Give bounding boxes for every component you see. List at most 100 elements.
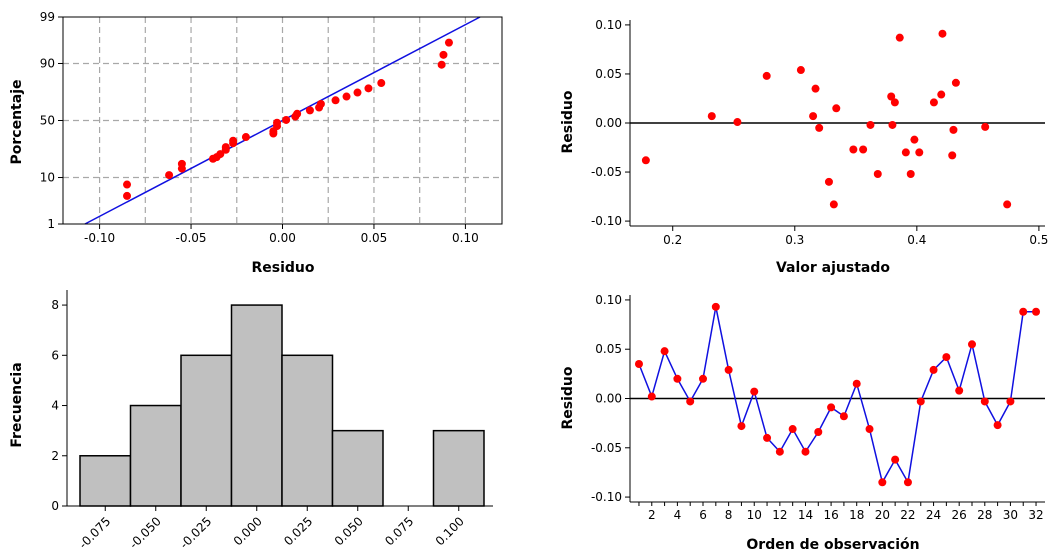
residuals-vs-order-point: [929, 365, 938, 374]
residuals-vs-fits-point: [809, 112, 818, 121]
residuals-vs-order-x-tick-label: 32: [1028, 508, 1043, 522]
residuals-vs-fits-point: [938, 29, 947, 38]
residuals-vs-fits-point: [890, 98, 899, 107]
probability-plot-x-tick-label: -0.05: [176, 231, 207, 245]
residuals-vs-fits-point: [829, 200, 838, 209]
residuals-vs-fits-x-tick-label: 0.5: [1029, 233, 1048, 247]
histogram-bar: [79, 455, 132, 507]
residuals-vs-order-x-tick-label: 16: [823, 508, 838, 522]
probability-plot-point: [353, 88, 362, 97]
residuals-vs-order-y-tick-label: 0.05: [595, 342, 622, 356]
residuals-vs-fits-point: [849, 145, 858, 154]
residuals-vs-order-point: [814, 428, 823, 437]
residuals-vs-order-x-tick-label: 28: [977, 508, 992, 522]
residuals-vs-order-point: [699, 374, 708, 383]
probability-plot-y-tick-label: 99: [40, 10, 55, 24]
residuals-vs-fits-point: [815, 123, 824, 132]
histogram-x-tick-label: 0.050: [332, 514, 366, 548]
residuals-vs-fits-point: [906, 170, 915, 179]
residuals-vs-fits-point: [641, 156, 650, 165]
residuals-vs-order-y-title: Residuo: [560, 366, 576, 429]
residuals-vs-order-y-tick-label: 0.00: [595, 392, 622, 406]
probability-plot-point: [331, 96, 340, 105]
probability-plot-x-tick-label: -0.10: [84, 231, 115, 245]
residuals-vs-order-x-tick-label: 26: [952, 508, 967, 522]
probability-plot-x-axis: -0.10 -0.05 0.00 0.05 0.10: [84, 224, 479, 245]
probability-plot-point: [305, 106, 314, 115]
histogram-bar: [331, 429, 384, 507]
histogram-x-tick-label: 0.025: [281, 514, 315, 548]
residuals-vs-fits-point: [707, 112, 716, 121]
probability-plot-point: [165, 171, 174, 180]
residuals-vs-fits-point: [949, 125, 958, 134]
residuals-vs-fits-point: [859, 145, 868, 154]
residuals-vs-order-point: [878, 478, 887, 487]
residuals-vs-order-points: [634, 302, 1041, 487]
probability-plot-x-tick-label: 0.00: [269, 231, 296, 245]
residuals-vs-fits-point: [873, 170, 882, 179]
histogram-x-tick-label: -0.050: [127, 514, 164, 551]
residuals-vs-order-point: [647, 392, 656, 401]
residuals-vs-order-x-tick-label: 4: [674, 508, 682, 522]
residuals-vs-order-y-tick-label: -0.05: [591, 441, 622, 455]
residuals-vs-order-point: [865, 425, 874, 434]
residuals-vs-order-point: [660, 347, 669, 356]
residuals-vs-fits-point: [733, 118, 742, 127]
probability-plot-point: [342, 92, 351, 101]
residuals-vs-order-point: [852, 379, 861, 388]
residuals-vs-fits-y-tick-label: -0.05: [591, 165, 622, 179]
histogram-x-tick-label: -0.025: [177, 514, 214, 551]
probability-plot-y-tick-label: 1: [47, 217, 55, 231]
residuals-vs-fits-point: [824, 177, 833, 186]
residuals-vs-order-point: [1019, 307, 1028, 316]
histogram-panel: -0.075 -0.050 -0.025 0.000 0.025 0.050 0.075 0.…: [9, 290, 493, 551]
residuals-vs-order-x-tick-label: 18: [849, 508, 864, 522]
residuals-vs-fits-panel: 0.2 0.3 0.4 0.5 -0.10 -0.05 0.00 0.05 0.10 Valo…: [560, 18, 1048, 276]
residuals-vs-order-point: [673, 374, 682, 383]
probability-plot-y-tick-label: 10: [40, 171, 55, 185]
residuals-vs-order-point: [788, 425, 797, 434]
residuals-vs-order-point: [839, 412, 848, 421]
probability-plot-point: [273, 118, 282, 127]
probability-plot-x-tick-label: 0.10: [452, 231, 479, 245]
residuals-vs-fits-y-tick-label: -0.10: [591, 214, 622, 228]
residuals-vs-order-point: [801, 447, 810, 456]
residuals-vs-order-point: [955, 386, 964, 395]
histogram-y-tick-label: 4: [51, 399, 59, 413]
residuals-vs-fits-x-axis: 0.2 0.3 0.4 0.5: [663, 226, 1048, 247]
probability-plot-point: [241, 133, 250, 142]
probability-plot-point: [437, 60, 446, 69]
residuals-vs-fits-point: [937, 90, 946, 99]
residuals-vs-order-point: [750, 387, 759, 396]
residuals-vs-order-x-tick-label: 6: [699, 508, 707, 522]
residuals-vs-order-x-tick-label: 22: [900, 508, 915, 522]
probability-plot-point: [293, 109, 302, 118]
residuals-vs-order-x-tick-label: 12: [772, 508, 787, 522]
residuals-vs-order-x-tick-label: 2: [648, 508, 656, 522]
probability-plot-point: [229, 136, 238, 145]
residuals-vs-order-point: [686, 397, 695, 406]
residuals-vs-order-point: [634, 360, 643, 368]
residuals-vs-order-point: [1032, 307, 1041, 316]
residuals-vs-fits-y-axis: -0.10 -0.05 0.00 0.05 0.10: [591, 18, 630, 228]
probability-plot-y-title: Porcentaje: [9, 80, 25, 165]
residuals-vs-fits-point: [887, 92, 896, 101]
probability-plot-point: [123, 180, 132, 189]
histogram-x-tick-label: 0.075: [382, 514, 416, 548]
residuals-vs-order-y-axis: -0.10 -0.05 0.00 0.05 0.10: [591, 293, 630, 504]
probability-plot-panel: -0.10 -0.05 0.00 0.05 0.10 1 10 50 90 99 Residuo…: [9, 10, 503, 276]
histogram-x-tick-label: 0.000: [231, 514, 265, 548]
residuals-vs-fits-point: [1003, 200, 1012, 209]
histogram-x-tick-label: 0.100: [433, 514, 467, 548]
residuals-vs-order-panel: 2 4 6 8 10 12 14 16 18 20 22 24 26 28 30 32 -0.10-0.050…: [560, 293, 1045, 553]
residuals-vs-order-point: [737, 422, 746, 431]
probability-plot-x-tick-label: 0.05: [361, 231, 388, 245]
histogram-y-tick-label: 8: [51, 298, 59, 312]
residuals-vs-order-point: [967, 340, 976, 349]
histogram-bars: [79, 304, 485, 507]
residuals-vs-fits-point: [981, 122, 990, 131]
residuals-vs-order-point: [916, 397, 925, 406]
probability-plot-y-axis: 1 10 50 90 99: [40, 10, 63, 231]
residuals-vs-order-point: [1006, 397, 1015, 406]
